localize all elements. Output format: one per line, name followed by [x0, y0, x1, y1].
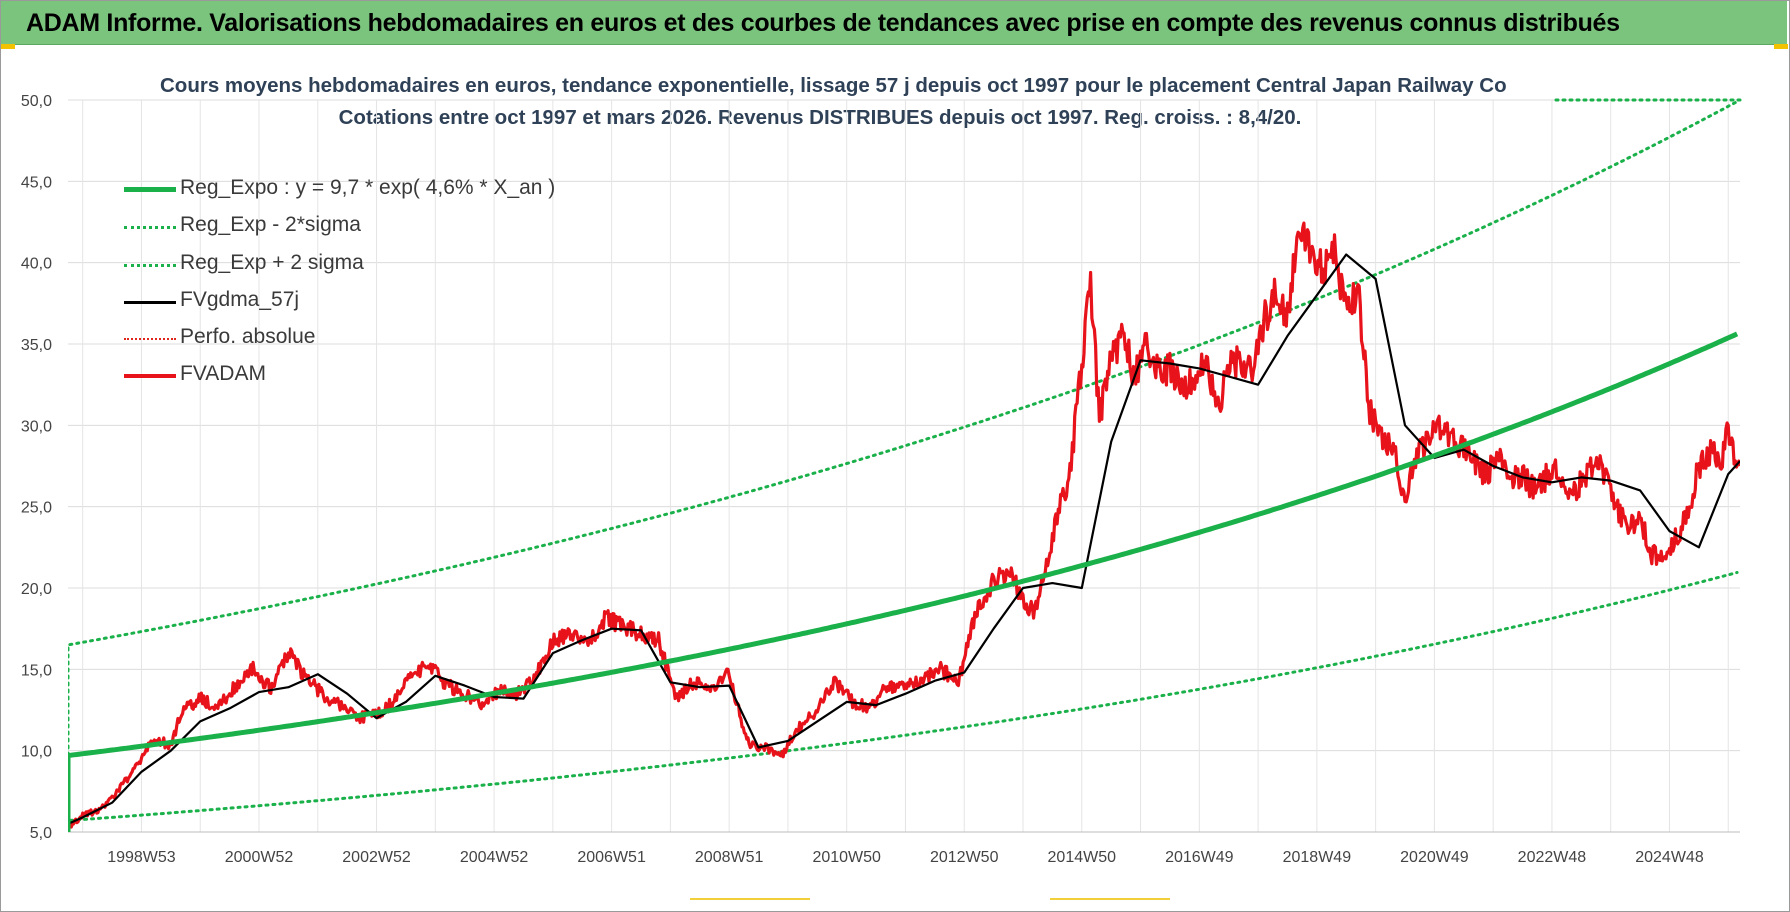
legend-swatch-fvadam [124, 374, 176, 378]
x-tick-label: 2016W49 [1165, 849, 1234, 866]
legend-item-reg-expo: Reg_Expo : y = 9,7 * exp( 4,6% * X_an ) [120, 176, 580, 206]
chart-title: Cours moyens hebdomadaires en euros, ten… [160, 74, 1507, 97]
legend-label-reg-expo: Reg_Expo : y = 9,7 * exp( 4,6% * X_an ) [180, 176, 556, 199]
legend-swatch-reg-expo [124, 187, 176, 192]
legend-label-fvadam: FVADAM [180, 362, 266, 385]
legend-label-perfo: Perfo. absolue [180, 325, 316, 348]
legend-item-reg-minus: Reg_Exp - 2*sigma [120, 213, 580, 243]
legend-swatch-perfo [124, 338, 176, 340]
legend-swatch-reg-minus [124, 226, 176, 229]
x-tick-label: 2008W51 [695, 849, 764, 866]
y-tick-label: 15,0 [21, 662, 52, 679]
x-tick-label: 2004W52 [460, 849, 529, 866]
x-tick-label: 2000W52 [225, 849, 294, 866]
x-tick-label: 2018W49 [1283, 849, 1352, 866]
x-tick-label: 1998W53 [107, 849, 176, 866]
legend-item-perfo: Perfo. absolue [120, 325, 580, 355]
y-tick-label: 50,0 [21, 93, 52, 110]
series-fvgdma-57j [68, 253, 1740, 825]
y-tick-label: 35,0 [21, 337, 52, 354]
series-reg-minus-2sigma [68, 571, 1739, 832]
series-fvadam [68, 221, 1740, 831]
x-tick-label: 2014W50 [1048, 849, 1117, 866]
banner-title: ADAM Informe. Valorisations hebdomadaire… [26, 9, 1620, 37]
x-tick-label: 2012W50 [930, 849, 999, 866]
chart-subtitle: Cotations entre oct 1997 et mars 2026. R… [338, 106, 1302, 129]
series-reg-expo [68, 331, 1739, 832]
y-tick-label: 45,0 [21, 174, 52, 191]
y-tick-label: 30,0 [21, 418, 52, 435]
bottom-mark-1 [690, 898, 810, 900]
y-tick-label: 5,0 [30, 825, 52, 842]
x-tick-label: 2022W48 [1518, 849, 1587, 866]
legend-item-reg-plus: Reg_Exp + 2 sigma [120, 251, 580, 281]
x-tick-label: 2006W51 [577, 849, 646, 866]
legend-label-gdma: FVgdma_57j [180, 288, 300, 311]
corner-mark-right [1774, 44, 1788, 49]
legend-label-reg-minus: Reg_Exp - 2*sigma [180, 213, 361, 236]
corner-mark-left [1, 44, 15, 49]
y-tick-label: 25,0 [21, 500, 52, 517]
x-tick-label: 2010W50 [812, 849, 881, 866]
x-tick-label: 2020W49 [1400, 849, 1469, 866]
legend-swatch-reg-plus [124, 264, 176, 267]
series-reg-plus-2sigma [68, 100, 1739, 832]
y-tick-label: 10,0 [21, 744, 52, 761]
x-tick-label: 2024W48 [1635, 849, 1704, 866]
report-banner: ADAM Informe. Valorisations hebdomadaire… [1, 1, 1787, 45]
x-tick-label: 2002W52 [342, 849, 411, 866]
y-tick-label: 20,0 [21, 581, 52, 598]
bottom-mark-2 [1050, 898, 1170, 900]
legend-item-gdma: FVgdma_57j [120, 288, 580, 318]
y-tick-label: 40,0 [21, 256, 52, 273]
legend-swatch-gdma [124, 301, 176, 304]
legend-label-reg-plus: Reg_Exp + 2 sigma [180, 251, 364, 274]
legend-item-fvadam: FVADAM [120, 362, 580, 392]
